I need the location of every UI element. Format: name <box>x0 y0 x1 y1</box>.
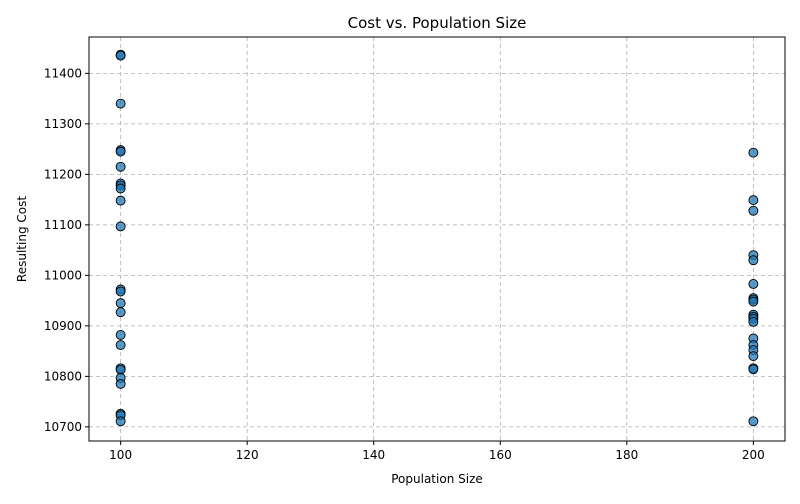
y-axis-label: Resulting Cost <box>15 196 29 282</box>
y-tick-label: 10900 <box>44 319 82 333</box>
y-tick-label: 11300 <box>44 117 82 131</box>
y-tick-label: 11400 <box>44 66 82 80</box>
y-tick-label: 11100 <box>44 218 82 232</box>
data-point <box>115 307 126 318</box>
data-point <box>748 278 759 289</box>
x-tick-label: 120 <box>236 448 259 462</box>
x-tick-label: 100 <box>109 448 132 462</box>
data-point <box>115 416 126 427</box>
data-point <box>748 296 759 307</box>
data-point <box>115 378 126 389</box>
plot-frame <box>88 36 786 442</box>
data-point <box>115 183 126 194</box>
data-point <box>115 146 126 157</box>
data-point <box>748 205 759 216</box>
data-point <box>748 416 759 427</box>
y-tick-label: 10700 <box>44 420 82 434</box>
x-tick-label: 140 <box>362 448 385 462</box>
data-point <box>748 255 759 266</box>
x-axis-label: Population Size <box>391 472 483 486</box>
axis-ticks: 100 120 140 160 180 200 10700 10800 10900 11000 11… <box>44 66 765 462</box>
x-tick-label: 200 <box>742 448 765 462</box>
data-point <box>115 286 126 297</box>
x-tick-label: 180 <box>615 448 638 462</box>
data-point <box>115 195 126 206</box>
data-point <box>115 98 126 109</box>
data-point <box>115 340 126 350</box>
data-point <box>748 351 759 362</box>
data-point <box>115 298 126 309</box>
y-tick-label: 11200 <box>44 167 82 181</box>
data-point <box>115 330 126 340</box>
data-point <box>748 316 759 327</box>
data-point <box>748 364 759 375</box>
data-point <box>115 161 126 172</box>
y-tick-label: 10800 <box>44 369 82 383</box>
x-tick-label: 160 <box>489 448 512 462</box>
data-points <box>115 49 759 427</box>
chart-title: Cost vs. Population Size <box>348 14 527 32</box>
grid-lines <box>89 37 785 441</box>
data-point <box>748 195 759 206</box>
y-tick-label: 11000 <box>44 268 82 282</box>
data-point <box>115 221 126 232</box>
data-point <box>748 147 759 158</box>
data-point <box>115 50 126 61</box>
